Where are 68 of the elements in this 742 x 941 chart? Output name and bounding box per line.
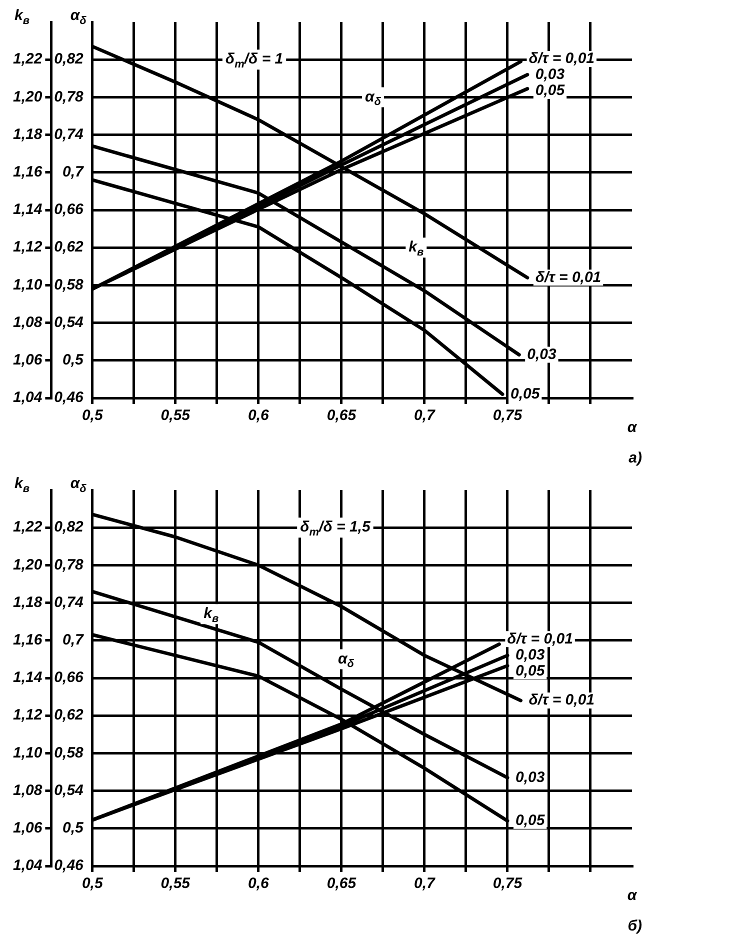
series-label: 0,05	[535, 82, 566, 100]
y-tick-label: 1,14	[12, 201, 43, 218]
x-tick-label: 0,6	[248, 407, 270, 424]
x-tick-label: 0,55	[160, 875, 191, 892]
y2-tick-label: 0,5	[62, 352, 84, 369]
series-label: δ/τ = 0,01	[528, 692, 595, 709]
x-tick-label: 0,65	[326, 407, 357, 424]
y-tick-label: 1,10	[12, 276, 43, 294]
y2-tick-label: 0,46	[54, 389, 84, 406]
y2-tick-label: 0,54	[54, 782, 84, 799]
series-label: 0,03	[535, 66, 566, 84]
y-tick-label: 1,18	[12, 594, 43, 611]
x-tick-label: 0,6	[248, 875, 270, 892]
text: а)	[628, 449, 642, 466]
y-tick-label: 1,20	[12, 88, 43, 106]
y2-tick-label: 0,58	[54, 276, 84, 294]
x-tick-label: 0,5	[82, 875, 104, 892]
y2-tick-label: 0,5	[62, 820, 84, 837]
x-tick-label: 0,7	[414, 875, 436, 892]
x-axis-title: α	[627, 419, 638, 436]
y-tick-label: 1,12	[12, 238, 43, 256]
series-label: δ/τ = 0,01	[507, 630, 573, 648]
y-tick-label: 1,08	[12, 782, 43, 799]
y2-tick-label: 0,74	[54, 594, 84, 611]
y-tick-label: 1,06	[12, 820, 43, 837]
y2-tick-label: 0,78	[54, 88, 84, 106]
series-label: δ/τ = 0,01	[528, 50, 595, 68]
y-tick-label: 1,08	[12, 314, 43, 331]
y2-tick-label: 0,58	[54, 744, 84, 762]
y-tick-label: 1,22	[12, 518, 43, 536]
series-label: 0,05	[510, 385, 540, 402]
y-tick-label: 1,04	[12, 857, 43, 874]
series-label: 0,03	[515, 646, 546, 664]
y2-tick-label: 0,46	[54, 857, 84, 874]
series-label: δ/τ = 0,01	[535, 268, 602, 286]
x-axis-title: α	[627, 887, 638, 904]
y-tick-label: 1,10	[12, 744, 43, 762]
series-label: 0,05	[515, 812, 546, 830]
series-label: 0,05	[515, 662, 546, 680]
y2-tick-label: 0,66	[54, 201, 84, 218]
y-tick-label: 1,18	[12, 126, 43, 143]
y2-tick-label: 0,66	[54, 669, 84, 686]
y2-tick-label: 0,7	[62, 632, 84, 649]
y2-tick-label: 0,82	[54, 518, 84, 536]
y2-tick-label: 0,62	[54, 706, 84, 724]
text: б)	[628, 917, 642, 934]
x-tick-label: 0,7	[414, 407, 436, 424]
y-tick-label: 1,22	[12, 50, 43, 68]
y-tick-label: 1,20	[12, 556, 43, 574]
series-label: 0,03	[527, 346, 557, 363]
x-tick-label: 0,55	[160, 407, 191, 424]
y-tick-label: 1,16	[12, 632, 43, 649]
x-tick-label: 0,65	[326, 875, 357, 892]
x-tick-label: 0,5	[82, 407, 104, 424]
y2-tick-label: 0,78	[54, 556, 84, 574]
x-tick-label: 0,75	[492, 875, 523, 892]
series-label: 0,03	[515, 768, 546, 786]
y-tick-label: 1,14	[12, 669, 43, 686]
y-tick-label: 1,12	[12, 706, 43, 724]
y2-tick-label: 0,7	[62, 164, 84, 181]
y-tick-label: 1,16	[12, 164, 43, 181]
y-tick-label: 1,04	[12, 389, 43, 406]
y2-tick-label: 0,74	[54, 126, 84, 143]
y2-tick-label: 0,62	[54, 238, 84, 256]
y-tick-label: 1,06	[12, 352, 43, 369]
x-tick-label: 0,75	[492, 407, 523, 424]
y2-tick-label: 0,82	[54, 50, 84, 68]
y2-tick-label: 0,54	[54, 314, 84, 331]
